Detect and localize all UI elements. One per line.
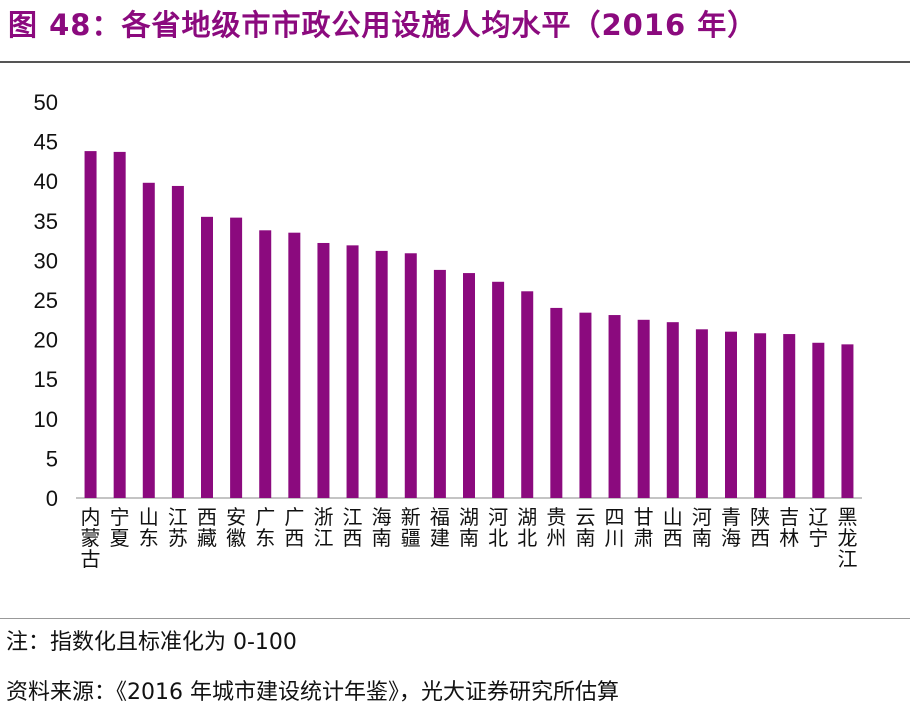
bar [783,334,796,498]
y-tick-label: 10 [34,407,58,432]
x-tick-label: 山东 [139,505,159,550]
bar [404,253,417,498]
x-tick-label: 宁夏 [110,505,130,550]
bar [230,217,243,498]
y-tick-label: 25 [34,288,58,313]
bar [492,281,505,498]
y-tick-label: 5 [46,446,58,471]
x-tick-label: 陕西 [750,505,770,550]
notes-divider [0,618,910,619]
bar [346,245,359,498]
x-tick-label: 吉林 [779,505,799,550]
bar [142,182,155,498]
x-tick-label: 西藏 [197,505,217,550]
y-tick-label: 15 [34,367,58,392]
x-tick-label: 河北 [488,505,508,550]
x-tick-label: 山西 [663,505,683,550]
bar [433,269,446,498]
bar [201,216,213,498]
bar [579,312,592,498]
bar [695,329,708,498]
bar [288,232,301,498]
x-tick-label: 青海 [721,505,741,550]
x-tick-label: 广东 [255,505,275,550]
bar [754,333,767,498]
x-tick-label: 福建 [430,505,450,550]
x-tick-label: 辽宁 [808,505,828,550]
y-tick-label: 20 [34,328,58,353]
bar [521,291,534,498]
bar [463,273,475,498]
x-tick-label: 四川 [605,505,625,550]
bar [171,185,184,498]
bar [666,322,679,498]
x-tick-label: 浙江 [313,505,333,550]
x-tick-label: 广西 [284,505,304,550]
y-tick-label: 50 [34,90,58,115]
x-tick-label: 内蒙古 [81,505,101,571]
bar [608,315,621,498]
y-tick-label: 30 [34,248,58,273]
x-tick-label: 河南 [692,505,712,550]
y-tick-label: 35 [34,209,58,234]
bar [113,151,126,498]
bar [812,342,825,498]
title-divider [0,61,910,63]
x-tick-label: 湖南 [459,505,479,550]
x-tick-label: 湖北 [517,505,537,550]
bar [841,344,854,498]
y-tick-label: 40 [34,169,58,194]
x-tick-label: 安徽 [226,505,246,550]
x-tick-label: 新疆 [401,505,421,550]
x-tick-label: 贵州 [546,505,566,550]
figure-title: 图 48：各省地级市市政公用设施人均水平（2016 年） [8,8,758,42]
chart-note: 注：指数化且标准化为 0-100 [6,630,297,655]
x-tick-label: 云南 [575,505,595,550]
x-tick-label: 黑龙江 [837,505,857,571]
bar [637,319,650,498]
x-tick-label: 海南 [372,505,392,550]
chart-source: 资料来源：《2016 年城市建设统计年鉴》，光大证券研究所估算 [6,680,619,705]
y-tick-label: 0 [46,486,58,511]
bar [84,151,97,498]
bar [375,250,388,498]
y-tick-label: 45 [34,130,58,155]
bar [550,307,563,498]
x-tick-label: 江苏 [168,505,188,550]
x-tick-label: 江西 [343,505,363,550]
bar-chart: 0 5 10 15 20 25 30 35 40 45 50 内蒙古宁夏山东江苏西藏安徽广东广西浙江江… [34,90,862,571]
bar [259,230,272,498]
bar [317,242,330,498]
bar [725,331,737,498]
x-tick-label: 甘肃 [634,505,654,550]
